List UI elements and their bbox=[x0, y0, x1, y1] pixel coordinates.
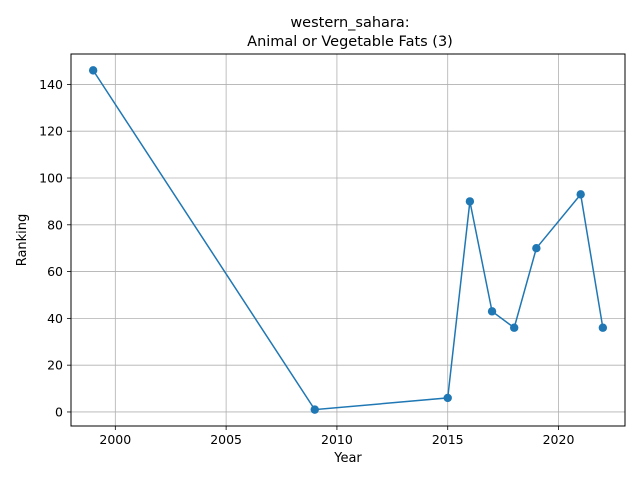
series-line bbox=[92, 69, 604, 411]
y-tick-label: 60 bbox=[47, 264, 63, 279]
grid-lines bbox=[71, 54, 625, 426]
x-tick-label: 2020 bbox=[543, 432, 575, 447]
series-layer bbox=[88, 66, 608, 414]
data-point bbox=[88, 66, 98, 75]
axes-frame bbox=[70, 53, 626, 427]
data-point bbox=[598, 323, 608, 332]
chart-title-line1: western_sahara: bbox=[290, 15, 409, 31]
chart-title-line2: Animal or Vegetable Fats (3) bbox=[247, 34, 453, 50]
y-tick-label: 140 bbox=[39, 77, 63, 92]
data-point bbox=[465, 197, 475, 206]
y-tick-label: 120 bbox=[39, 124, 63, 139]
data-point bbox=[510, 323, 519, 332]
y-tick-labels: 0 20 40 60 80 100 120 140 bbox=[39, 77, 63, 420]
data-point bbox=[576, 190, 585, 199]
y-tick-label: 80 bbox=[47, 217, 63, 232]
data-point bbox=[532, 243, 541, 253]
x-axis-label: Year bbox=[333, 451, 362, 466]
x-tick-label: 2010 bbox=[321, 432, 353, 447]
x-tick-label: 2000 bbox=[99, 432, 131, 447]
data-point bbox=[310, 405, 319, 414]
y-tick-label: 20 bbox=[47, 358, 63, 373]
y-axis-label: Ranking bbox=[15, 214, 30, 267]
y-tick-label: 100 bbox=[39, 171, 63, 186]
data-point bbox=[487, 307, 497, 316]
x-tick-labels: 2000 2005 2010 2015 2020 bbox=[99, 432, 574, 447]
y-tick-label: 40 bbox=[47, 311, 63, 326]
data-point bbox=[443, 393, 452, 403]
tick-marks bbox=[67, 84, 559, 430]
x-tick-label: 2005 bbox=[210, 432, 242, 447]
y-tick-label: 0 bbox=[55, 404, 63, 419]
x-tick-label: 2015 bbox=[432, 432, 464, 447]
